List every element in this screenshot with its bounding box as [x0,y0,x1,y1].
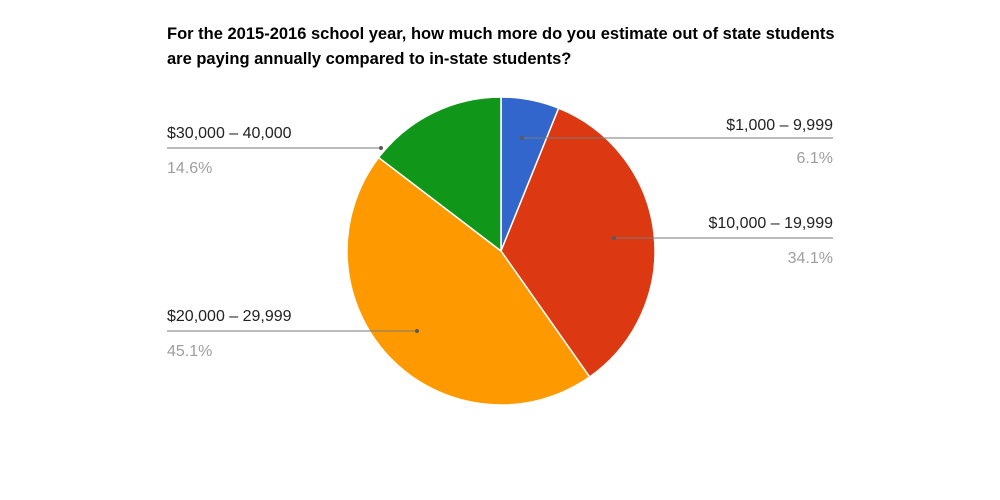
chart-title: For the 2015-2016 school year, how much … [167,25,835,68]
slice-labels: $1,000 – 9,999 6.1% $10,000 – 19,999 34.1% $… [167,117,833,360]
leader-dot-20-000-29-999 [415,329,419,333]
leader-dot-10-000-19-999 [612,236,616,240]
slice-label-10-000-19-999: $10,000 – 19,999 [708,215,833,232]
slice-percent-1-000-9-999: 6.1% [797,150,833,167]
slice-percent-10-000-19-999: 34.1% [788,250,833,267]
slice-label-30-000-40-000: $30,000 – 40,000 [167,125,292,142]
leader-dot-1-000-9-999 [520,136,524,140]
pie-slice-20-000-29-999[interactable] [346,156,591,406]
slice-label-1-000-9-999: $1,000 – 9,999 [726,117,833,134]
slice-label-20-000-29-999: $20,000 – 29,999 [167,308,292,325]
slice-percent-20-000-29-999: 45.1% [167,343,212,360]
pie-slice-10-000-19-999[interactable] [500,107,656,378]
slice-percent-30-000-40-000: 14.6% [167,160,212,177]
leader-dot-30-000-40-000 [379,146,383,150]
pie-slice-30-000-40-000[interactable] [377,96,502,253]
leader-lines [167,136,833,333]
pie-slices [346,96,656,406]
